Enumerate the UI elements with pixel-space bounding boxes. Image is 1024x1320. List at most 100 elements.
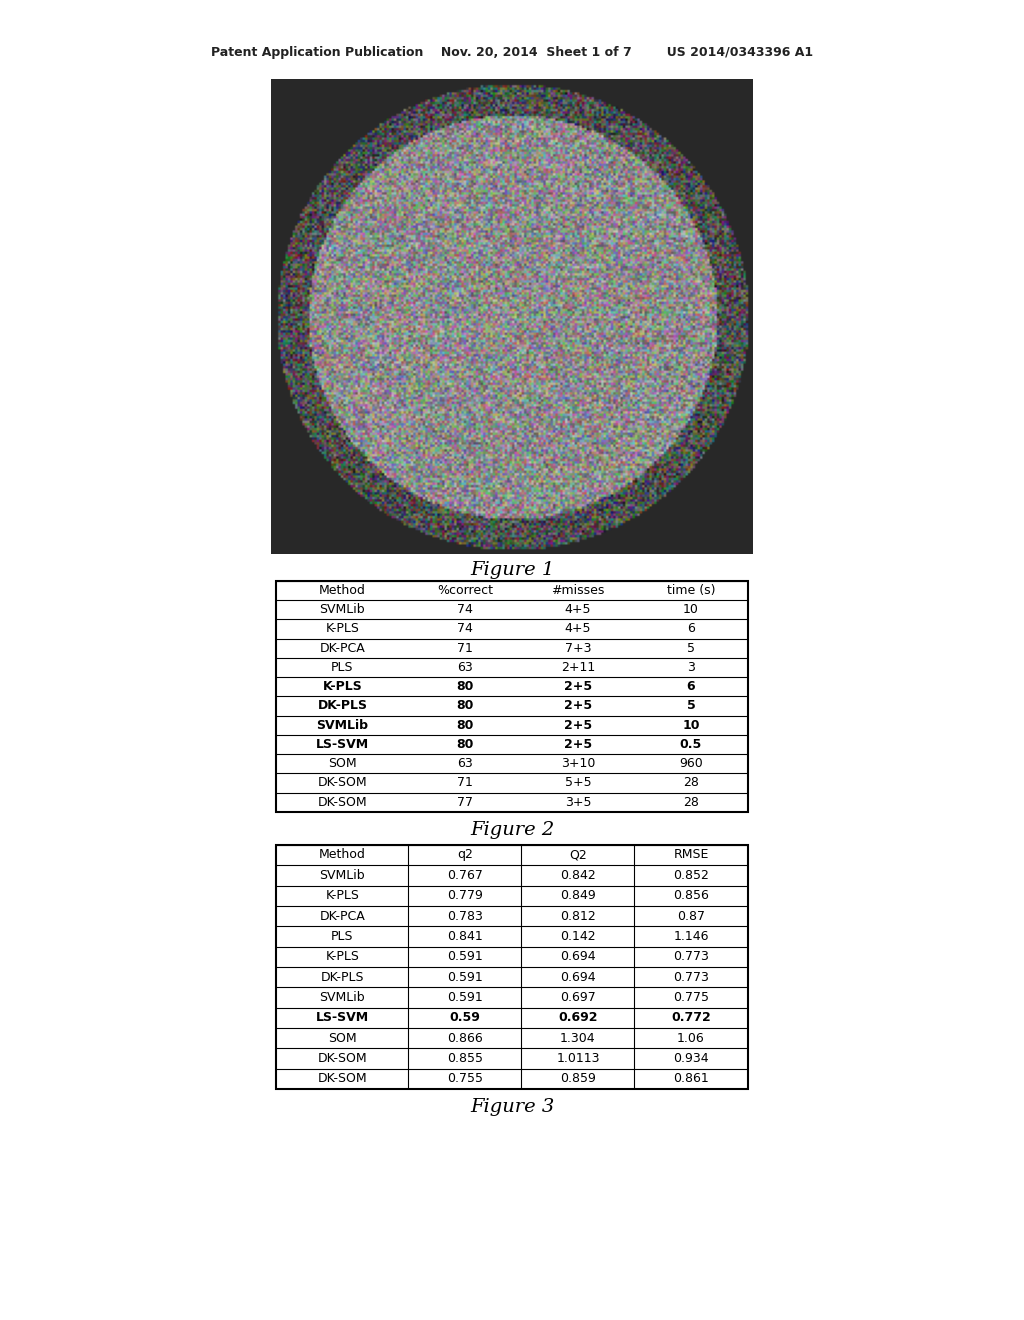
Text: 0.767: 0.767 <box>446 869 483 882</box>
Text: DK-PLS: DK-PLS <box>321 970 365 983</box>
Text: 6: 6 <box>687 623 695 635</box>
Text: Figure 3: Figure 3 <box>470 1098 554 1117</box>
Text: 80: 80 <box>457 738 473 751</box>
Text: DK-SOM: DK-SOM <box>317 796 368 809</box>
Text: 0.841: 0.841 <box>447 929 482 942</box>
Text: 0.142: 0.142 <box>560 929 596 942</box>
Text: Q2: Q2 <box>569 849 587 862</box>
Text: LS-SVM: LS-SVM <box>315 1011 369 1024</box>
Text: 77: 77 <box>457 796 473 809</box>
Text: 960: 960 <box>679 758 702 770</box>
Text: SOM: SOM <box>328 1032 356 1044</box>
Text: DK-SOM: DK-SOM <box>317 1052 368 1065</box>
Text: 63: 63 <box>457 758 473 770</box>
Text: 6: 6 <box>687 680 695 693</box>
Text: 0.773: 0.773 <box>673 950 709 964</box>
Text: 10: 10 <box>682 718 699 731</box>
Text: 0.755: 0.755 <box>446 1072 483 1085</box>
Text: LS-SVM: LS-SVM <box>315 738 369 751</box>
Text: 63: 63 <box>457 661 473 675</box>
Text: 5: 5 <box>687 642 695 655</box>
Text: 0.812: 0.812 <box>560 909 596 923</box>
Text: 5+5: 5+5 <box>564 776 591 789</box>
Text: 0.842: 0.842 <box>560 869 596 882</box>
Text: 4+5: 4+5 <box>564 623 591 635</box>
Text: SVMLib: SVMLib <box>319 869 366 882</box>
Text: Method: Method <box>319 849 366 862</box>
Text: SVMLib: SVMLib <box>319 991 366 1005</box>
Text: 0.783: 0.783 <box>446 909 483 923</box>
Text: %correct: %correct <box>437 583 493 597</box>
Text: 0.775: 0.775 <box>673 991 709 1005</box>
Text: K-PLS: K-PLS <box>326 950 359 964</box>
Text: 7+3: 7+3 <box>564 642 591 655</box>
Text: 80: 80 <box>457 680 473 693</box>
Text: 1.304: 1.304 <box>560 1032 596 1044</box>
Text: DK-SOM: DK-SOM <box>317 776 368 789</box>
Text: 1.06: 1.06 <box>677 1032 705 1044</box>
Text: Method: Method <box>319 583 366 597</box>
Text: Patent Application Publication    Nov. 20, 2014  Sheet 1 of 7        US 2014/034: Patent Application Publication Nov. 20, … <box>211 46 813 59</box>
Text: 2+5: 2+5 <box>564 680 592 693</box>
Text: 0.866: 0.866 <box>447 1032 482 1044</box>
Text: 0.772: 0.772 <box>671 1011 711 1024</box>
Text: 0.5: 0.5 <box>680 738 702 751</box>
Text: 0.934: 0.934 <box>673 1052 709 1065</box>
Text: 0.694: 0.694 <box>560 950 596 964</box>
Text: 4+5: 4+5 <box>564 603 591 616</box>
Text: 0.87: 0.87 <box>677 909 705 923</box>
Text: 0.591: 0.591 <box>447 950 482 964</box>
Text: SVMLib: SVMLib <box>316 718 369 731</box>
Text: 0.856: 0.856 <box>673 890 709 902</box>
Text: K-PLS: K-PLS <box>326 890 359 902</box>
Text: 74: 74 <box>457 623 473 635</box>
Text: Figure 2: Figure 2 <box>470 821 554 840</box>
Text: 0.591: 0.591 <box>447 991 482 1005</box>
Text: 80: 80 <box>457 700 473 713</box>
Text: DK-PLS: DK-PLS <box>317 700 368 713</box>
Text: 28: 28 <box>683 776 699 789</box>
Text: 74: 74 <box>457 603 473 616</box>
Text: 0.694: 0.694 <box>560 970 596 983</box>
Text: 0.692: 0.692 <box>558 1011 598 1024</box>
Text: 0.861: 0.861 <box>673 1072 709 1085</box>
Text: 28: 28 <box>683 796 699 809</box>
Text: 2+5: 2+5 <box>564 700 592 713</box>
Text: 5: 5 <box>687 700 695 713</box>
Text: 0.59: 0.59 <box>450 1011 480 1024</box>
Text: SVMLib: SVMLib <box>319 603 366 616</box>
Text: 0.855: 0.855 <box>446 1052 483 1065</box>
Text: 71: 71 <box>457 642 473 655</box>
Text: 1.146: 1.146 <box>673 929 709 942</box>
Text: 0.852: 0.852 <box>673 869 709 882</box>
Text: 3: 3 <box>687 661 695 675</box>
Text: 2+5: 2+5 <box>564 738 592 751</box>
Text: 0.779: 0.779 <box>446 890 483 902</box>
Text: time (s): time (s) <box>667 583 715 597</box>
Text: K-PLS: K-PLS <box>323 680 362 693</box>
Text: PLS: PLS <box>331 929 353 942</box>
Text: q2: q2 <box>457 849 473 862</box>
Text: 0.859: 0.859 <box>560 1072 596 1085</box>
Text: 71: 71 <box>457 776 473 789</box>
Text: 80: 80 <box>457 718 473 731</box>
Text: #misses: #misses <box>551 583 604 597</box>
Text: 0.773: 0.773 <box>673 970 709 983</box>
Text: 0.849: 0.849 <box>560 890 596 902</box>
Text: 1.0113: 1.0113 <box>556 1052 600 1065</box>
Text: 0.697: 0.697 <box>560 991 596 1005</box>
Text: PLS: PLS <box>331 661 353 675</box>
Text: RMSE: RMSE <box>674 849 709 862</box>
Text: 3+10: 3+10 <box>561 758 595 770</box>
Text: DK-PCA: DK-PCA <box>319 909 366 923</box>
Text: 2+5: 2+5 <box>564 718 592 731</box>
Text: 0.591: 0.591 <box>447 970 482 983</box>
Text: DK-PCA: DK-PCA <box>319 642 366 655</box>
Text: SOM: SOM <box>328 758 356 770</box>
Text: DK-SOM: DK-SOM <box>317 1072 368 1085</box>
Text: 2+11: 2+11 <box>561 661 595 675</box>
Text: 10: 10 <box>683 603 699 616</box>
Text: K-PLS: K-PLS <box>326 623 359 635</box>
Text: Figure 1: Figure 1 <box>470 561 554 579</box>
Text: 3+5: 3+5 <box>564 796 591 809</box>
